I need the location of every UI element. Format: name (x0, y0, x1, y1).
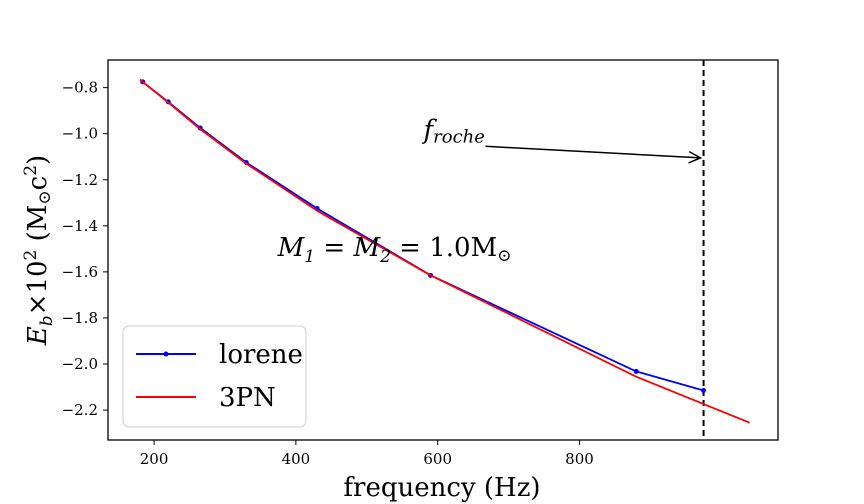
y-axis: −0.8 −1.0 −1.2 −1.4 −1.6 −1.8 −2.0 −2.2 (62, 79, 108, 419)
mass-s2: 2 (379, 247, 391, 267)
legend-box (122, 325, 307, 428)
y-tick-label: −1.0 (62, 125, 98, 143)
mass-odot: ⊙ (497, 246, 511, 266)
mass-m2: M (352, 233, 381, 263)
mass-annotation: M1 = M2 = 1.0M⊙ (277, 233, 512, 267)
series-point-lorene (633, 368, 639, 374)
froche-arrow (485, 145, 701, 159)
y-axis-title-open: (M (23, 205, 53, 250)
y-tick-label: −1.8 (62, 309, 98, 327)
mass-m1: M (277, 233, 306, 263)
series-point-lorene (701, 387, 707, 393)
froche-annotation: froche (422, 115, 485, 147)
froche-sub: roche (433, 126, 485, 147)
legend: lorene 3PN (122, 325, 307, 428)
y-axis-title-exp2: 2 (21, 165, 41, 176)
froche-arrowhead (688, 150, 703, 164)
y-tick-label: −1.2 (62, 171, 98, 189)
y-axis-title-close: ) (23, 155, 53, 165)
x-tick-label: 600 (423, 450, 452, 468)
mass-eq1: = (315, 233, 353, 263)
mass-eq2: = (391, 233, 429, 263)
y-axis-title-times: ×10 (23, 260, 53, 315)
y-axis-title-sub: b (37, 315, 57, 326)
x-axis: 200 400 600 800 (140, 440, 594, 468)
mass-val: 1.0M (429, 233, 497, 263)
series-line-3pn (139, 78, 750, 424)
x-tick-label: 800 (565, 450, 594, 468)
x-tick-label: 400 (282, 450, 311, 468)
y-axis-title-exp: 2 (21, 250, 41, 261)
y-tick-label: −1.4 (62, 217, 98, 235)
plot-area (107, 59, 779, 441)
x-axis-title: frequency (Hz) (343, 473, 540, 503)
legend-lorene-label: lorene (219, 340, 303, 370)
y-axis-title-odot: ⊙ (35, 190, 55, 204)
y-tick-label: −1.6 (62, 263, 98, 281)
y-tick-label: −0.8 (62, 79, 98, 97)
legend-lorene-marker (163, 351, 169, 357)
y-axis-title-e: E (23, 326, 53, 346)
y-tick-label: −2.0 (62, 355, 98, 373)
y-tick-label: −2.2 (62, 401, 98, 419)
x-tick-label: 200 (140, 450, 169, 468)
mass-s1: 1 (304, 247, 315, 267)
legend-3pn-label: 3PN (219, 383, 276, 413)
y-axis-title: Eb×102 (M⊙c2) (21, 155, 57, 346)
y-axis-title-c: c (23, 176, 53, 191)
plot-frame (107, 59, 779, 441)
